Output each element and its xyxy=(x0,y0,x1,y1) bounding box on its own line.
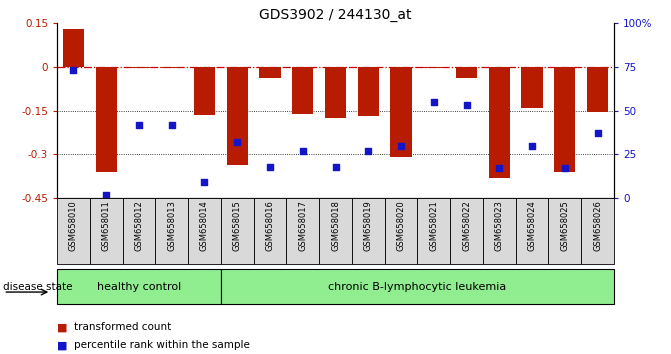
Text: GSM658015: GSM658015 xyxy=(233,200,242,251)
Bar xyxy=(292,67,313,114)
Text: GSM658011: GSM658011 xyxy=(102,200,111,251)
Bar xyxy=(325,67,346,118)
Bar xyxy=(227,67,248,165)
Bar xyxy=(483,198,516,264)
Text: GSM658025: GSM658025 xyxy=(560,200,569,251)
Text: percentile rank within the sample: percentile rank within the sample xyxy=(74,340,250,350)
Bar xyxy=(358,67,379,116)
Point xyxy=(560,166,570,171)
Text: GSM658017: GSM658017 xyxy=(298,200,307,251)
Point xyxy=(592,131,603,136)
Bar xyxy=(254,198,287,264)
Bar xyxy=(488,67,510,178)
Bar xyxy=(417,198,450,264)
Bar xyxy=(161,67,183,68)
Text: GSM658024: GSM658024 xyxy=(527,200,537,251)
Point xyxy=(494,166,505,171)
Text: GSM658022: GSM658022 xyxy=(462,200,471,251)
Text: ■: ■ xyxy=(57,340,68,350)
Point xyxy=(68,68,79,73)
Bar xyxy=(221,198,254,264)
Text: GSM658013: GSM658013 xyxy=(167,200,176,251)
Title: GDS3902 / 244130_at: GDS3902 / 244130_at xyxy=(259,8,412,22)
Point xyxy=(232,139,243,145)
Bar xyxy=(319,198,352,264)
Bar xyxy=(352,198,384,264)
Bar xyxy=(423,67,444,68)
Bar xyxy=(581,198,614,264)
Text: chronic B-lymphocytic leukemia: chronic B-lymphocytic leukemia xyxy=(328,282,507,292)
Bar xyxy=(259,67,280,79)
Bar xyxy=(287,198,319,264)
Point xyxy=(527,143,537,149)
Text: GSM658014: GSM658014 xyxy=(200,200,209,251)
Bar xyxy=(155,198,188,264)
Text: ■: ■ xyxy=(57,322,68,332)
Point xyxy=(297,148,308,154)
Bar xyxy=(384,198,417,264)
Bar xyxy=(90,198,123,264)
Text: transformed count: transformed count xyxy=(74,322,171,332)
Bar xyxy=(123,198,155,264)
Point xyxy=(101,192,111,198)
Bar xyxy=(63,29,84,67)
Bar xyxy=(57,269,221,304)
Bar xyxy=(450,198,483,264)
Text: GSM658020: GSM658020 xyxy=(397,200,405,251)
Point xyxy=(396,143,407,149)
Point xyxy=(461,103,472,108)
Text: GSM658023: GSM658023 xyxy=(495,200,504,251)
Bar xyxy=(221,269,614,304)
Point xyxy=(134,122,144,127)
Point xyxy=(166,122,177,127)
Text: GSM658026: GSM658026 xyxy=(593,200,602,251)
Text: GSM658012: GSM658012 xyxy=(134,200,144,251)
Bar xyxy=(516,198,548,264)
Bar xyxy=(548,198,581,264)
Bar xyxy=(57,198,90,264)
Point xyxy=(264,164,275,170)
Text: disease state: disease state xyxy=(3,282,73,292)
Bar xyxy=(194,67,215,115)
Text: GSM658010: GSM658010 xyxy=(69,200,78,251)
Bar xyxy=(456,67,477,79)
Bar xyxy=(95,67,117,172)
Text: GSM658021: GSM658021 xyxy=(429,200,438,251)
Point xyxy=(330,164,341,170)
Point xyxy=(428,99,439,105)
Point xyxy=(363,148,374,154)
Text: GSM658016: GSM658016 xyxy=(266,200,274,251)
Point xyxy=(199,179,210,185)
Bar xyxy=(587,67,608,112)
Text: GSM658019: GSM658019 xyxy=(364,200,373,251)
Text: GSM658018: GSM658018 xyxy=(331,200,340,251)
Bar xyxy=(521,67,543,108)
Bar xyxy=(128,67,150,68)
Bar xyxy=(188,198,221,264)
Text: healthy control: healthy control xyxy=(97,282,181,292)
Bar xyxy=(554,67,576,172)
Bar xyxy=(391,67,412,157)
